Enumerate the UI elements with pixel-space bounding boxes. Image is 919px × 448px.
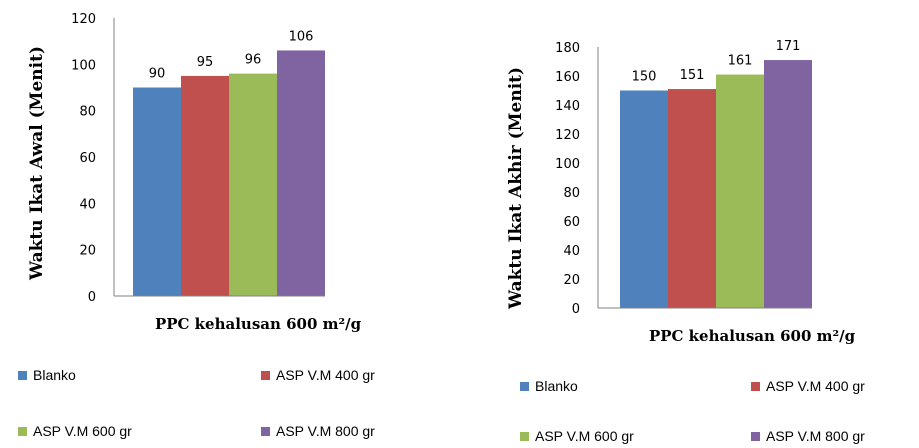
y-tick-label: 100 [71,58,96,73]
data-label: 171 [776,39,801,54]
y-tick-label: 80 [563,186,580,201]
y-tick-label: 80 [79,105,96,120]
y-tick-label: 120 [555,128,580,143]
y-tick-label: 100 [555,157,580,172]
bar-asp-v-m-800-gr [277,50,325,296]
y-tick-label: 0 [572,302,580,317]
bar-asp-v-m-400-gr [668,89,716,308]
y-axis-label: Waktu Ikat Awal (Menit) [27,46,47,281]
x-axis-label: PPC kehalusan 600 m²/g [155,315,362,333]
y-tick-label: 60 [563,215,580,230]
legend-label: ASP V.M 600 gr [535,428,634,444]
bar-asp-v-m-800-gr [764,60,812,308]
bar-asp-v-m-400-gr [181,75,229,297]
y-tick-label: 180 [555,41,580,56]
legend-swatch [751,382,760,391]
data-label: 90 [149,67,166,82]
y-axis-label: Waktu Ikat Akhir (Menit) [506,67,526,310]
y-tick-label: 120 [71,12,96,27]
legend: Blanko ASP V.M 400 gr ASP V.M 600 gr ASP V.… [18,367,375,439]
data-labels: 150 151 161 171 [632,39,801,84]
legend: Blanko ASP V.M 400 gr ASP V.M 600 gr ASP V.… [520,378,865,444]
data-label: 150 [632,70,657,85]
y-tick-labels: 0 20 40 60 80 100 120 140 160 180 [555,41,580,317]
legend-label: Blanko [33,367,76,383]
legend-swatch [261,371,270,380]
legend-swatch [18,427,27,436]
legend-label: ASP V.M 800 gr [766,428,865,444]
data-label: 106 [289,29,314,44]
data-label: 151 [680,68,705,83]
legend-label: ASP V.M 400 gr [276,367,375,383]
legend-label: ASP V.M 600 gr [33,423,132,439]
legend-swatch [261,427,270,436]
legend-swatch [751,432,760,441]
y-tick-labels: 0 20 40 60 80 100 120 [71,12,96,305]
bar-asp-v-m-600-gr [716,74,764,308]
bar-asp-v-m-600-gr [229,73,277,296]
y-tick-label: 60 [79,151,96,166]
y-tick-label: 140 [555,99,580,114]
legend-swatch [520,382,529,391]
legend-label: Blanko [535,378,578,394]
y-tick-label: 20 [563,273,580,288]
bar-blanko [620,90,668,308]
y-tick-label: 20 [79,244,96,259]
legend-label: ASP V.M 400 gr [766,378,865,394]
legend-swatch [520,432,529,441]
data-label: 161 [728,54,753,69]
y-tick-label: 40 [563,244,580,259]
data-labels: 90 95 96 106 [149,29,314,81]
y-tick-label: 40 [79,197,96,212]
data-label: 95 [197,55,214,70]
x-axis-label: PPC kehalusan 600 m²/g [649,327,856,345]
bar-blanko [133,87,181,296]
bars [133,50,325,297]
chart-waktu-ikat-akhir: Waktu Ikat Akhir (Menit) PPC kehalusan 6… [506,39,865,444]
chart-waktu-ikat-awal: Waktu Ikat Awal (Menit) PPC kehalusan 60… [18,12,375,439]
bars [620,60,812,308]
legend-swatch [18,371,27,380]
y-tick-label: 0 [88,290,96,305]
legend-label: ASP V.M 800 gr [276,423,375,439]
data-label: 96 [245,53,262,68]
y-tick-label: 160 [555,70,580,85]
